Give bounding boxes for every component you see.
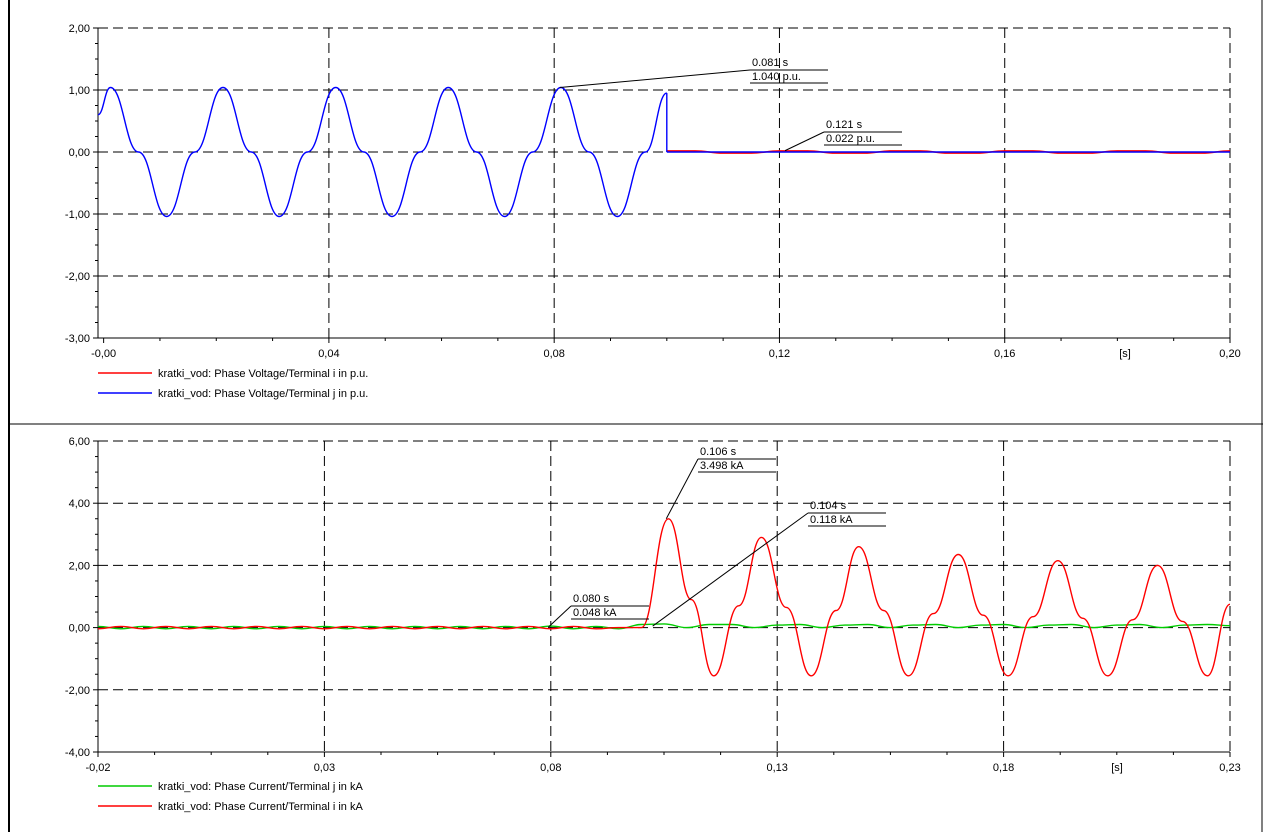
- x-tick-label: 0,08: [540, 762, 561, 774]
- y-tick-label: 2,00: [69, 560, 90, 572]
- callout-leader-line: [784, 131, 825, 152]
- x-tick-label: 0,20: [1219, 348, 1240, 360]
- x-tick-label: 0,12: [769, 348, 790, 360]
- callout-leader-line: [665, 458, 699, 519]
- y-tick-label: 0,00: [69, 623, 90, 635]
- callout-value-label: 0.022 p.u.: [826, 133, 875, 145]
- x-unit-label: [s]: [1119, 348, 1131, 360]
- y-tick-label: 0,00: [69, 147, 90, 159]
- data-callout: 0.106 s 3.498 kA: [665, 446, 776, 519]
- data-callout: 0.081 s 1.040 p.u.: [559, 57, 828, 89]
- legend-entry-label: kratki_vod: Phase Voltage/Terminal j in …: [158, 388, 368, 400]
- y-tick-label: 4,00: [69, 498, 90, 510]
- plot-panel-2: 6,00 4,00 2,00 0,00 -2,00 -4,00 -0,02 0,03 0,08 0…: [65, 436, 1241, 813]
- callout-time-label: 0.080 s: [573, 593, 610, 605]
- y-tick-label: 1,00: [69, 85, 90, 97]
- data-callout: 0.121 s 0.022 p.u.: [784, 119, 902, 152]
- x-tick-label: 0,23: [1219, 762, 1240, 774]
- callout-time-label: 0.121 s: [826, 119, 863, 131]
- y-tick-label: 2,00: [69, 23, 90, 35]
- series-line-segment: [97, 623, 1231, 630]
- x-tick-label: -0,02: [85, 762, 110, 774]
- x-unit-label: [s]: [1111, 762, 1123, 774]
- x-tick-label: 0,18: [993, 762, 1014, 774]
- callout-value-label: 0.048 kA: [573, 607, 617, 619]
- y-tick-label: -3,00: [65, 333, 90, 345]
- series-line-segment: [97, 86, 668, 218]
- series-1: [97, 623, 1231, 630]
- y-tick-label: -1,00: [65, 209, 90, 221]
- callout-leader-line: [559, 69, 751, 89]
- callout-leader-line: [548, 605, 572, 628]
- callout-time-label: 0.106 s: [700, 446, 737, 458]
- callout-value-label: 3.498 kA: [700, 460, 744, 472]
- x-tick-label: -0,00: [91, 348, 116, 360]
- x-tick-label: 0,16: [994, 348, 1015, 360]
- x-tick-label: 0,04: [318, 348, 339, 360]
- callout-value-label: 1.040 p.u.: [752, 71, 801, 83]
- callout-value-label: 0.118 kA: [810, 514, 853, 526]
- series-2: [97, 86, 1230, 218]
- y-tick-label: -4,00: [65, 747, 90, 759]
- legend-entry-label: kratki_vod: Phase Voltage/Terminal i in …: [158, 368, 368, 380]
- y-tick-label: -2,00: [65, 271, 90, 283]
- callout-time-label: 0.081 s: [752, 57, 789, 69]
- legend-entry-label: kratki_vod: Phase Current/Terminal i in …: [158, 801, 363, 813]
- callout-time-label: 0.104 s: [810, 500, 847, 512]
- legend-entry-label: kratki_vod: Phase Current/Terminal j in …: [158, 781, 363, 793]
- y-tick-label: 6,00: [69, 436, 90, 448]
- legend: kratki_vod: Phase Current/Terminal j in …: [98, 781, 363, 813]
- x-tick-label: 0,13: [766, 762, 787, 774]
- legend: kratki_vod: Phase Voltage/Terminal i in …: [98, 368, 368, 400]
- data-callout: 0.104 s 0.118 kA: [652, 500, 886, 627]
- x-tick-label: 0,08: [543, 348, 564, 360]
- data-callout: 0.080 s 0.048 kA: [548, 593, 649, 628]
- grid: [93, 440, 1231, 757]
- axes: [97, 27, 1231, 339]
- grid: [93, 27, 1231, 343]
- axes: [97, 440, 1231, 753]
- y-tick-label: -2,00: [65, 685, 90, 697]
- callout-leader-line: [652, 512, 809, 627]
- series-2: [97, 518, 1231, 677]
- plot-panel-1: 2,00 1,00 0,00 -1,00 -2,00 -3,00-0,00 0,04 0,08…: [65, 23, 1241, 400]
- x-tick-label: 0,03: [314, 762, 335, 774]
- series-line-segment: [97, 518, 1231, 677]
